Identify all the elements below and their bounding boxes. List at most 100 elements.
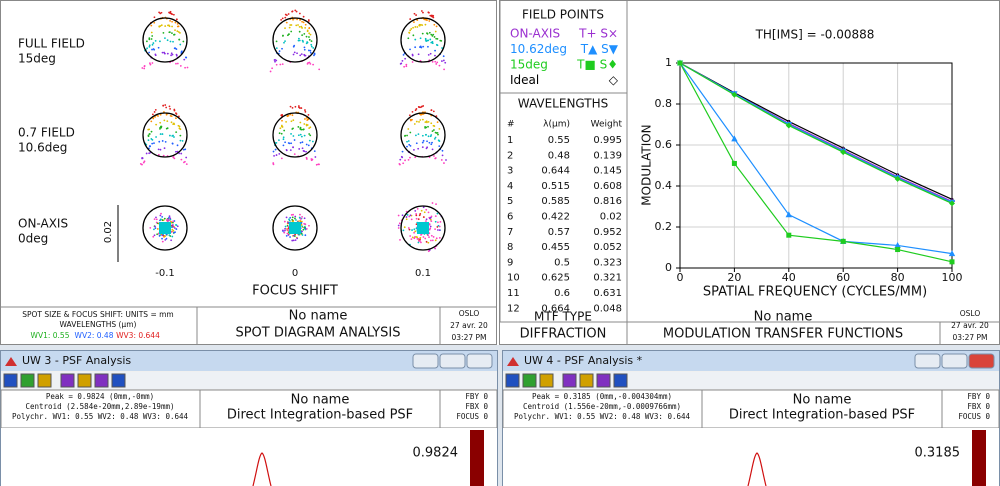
- spot-dot: [164, 104, 167, 106]
- spot-dot: [425, 240, 428, 243]
- spot-dot: [431, 15, 434, 18]
- spot-dot: [159, 121, 162, 124]
- toolbar-button[interactable]: [77, 373, 92, 388]
- spot-dot: [397, 224, 400, 227]
- spot-dot: [159, 133, 162, 135]
- toolbar-button[interactable]: [505, 373, 520, 388]
- spot-dot: [279, 63, 282, 66]
- spot-dot: [168, 105, 171, 108]
- toolbar-button[interactable]: [94, 373, 109, 388]
- spot-dot: [169, 40, 172, 43]
- spot-dot: [168, 219, 171, 221]
- spot-dot: [414, 156, 417, 159]
- spot-dot: [164, 37, 166, 39]
- toolbar-button[interactable]: [60, 373, 75, 388]
- spot-dot: [308, 38, 311, 41]
- spot-dot: [424, 126, 427, 128]
- toolbar-button[interactable]: [20, 373, 35, 388]
- spot-dot: [297, 134, 300, 137]
- spot-dot: [440, 40, 443, 42]
- spot-dot: [279, 127, 282, 130]
- spot-dot: [151, 142, 154, 145]
- spot-dot: [428, 31, 431, 34]
- toolbar-button[interactable]: [3, 373, 18, 388]
- spot-dot: [183, 161, 185, 164]
- window-button[interactable]: [968, 353, 995, 369]
- spot-dot: [175, 112, 177, 114]
- spot-dot: [294, 215, 297, 218]
- spot-dot: [158, 140, 161, 143]
- airy-circle: [400, 17, 446, 63]
- field-angle: 10.6deg: [18, 141, 67, 155]
- spot-dot: [289, 24, 292, 26]
- spot-dot: [421, 118, 424, 121]
- spot-dot: [158, 235, 161, 237]
- spot-dot: [408, 32, 411, 34]
- focus-label: -0.1: [155, 268, 175, 279]
- window-button[interactable]: [439, 353, 466, 369]
- spot-dot: [435, 203, 437, 206]
- spot-dot: [171, 135, 174, 137]
- toolbar-button[interactable]: [562, 373, 577, 388]
- spot-dot: [300, 224, 303, 226]
- psf-polychromatic: Polychr. WV1: 0.55 WV2: 0.48 WV3: 0.644: [514, 412, 691, 421]
- spot-dot: [160, 212, 162, 215]
- psf-title: Direct Integration-based PSF: [729, 408, 915, 423]
- toolbar-button[interactable]: [37, 373, 52, 388]
- spot-dot: [274, 148, 277, 151]
- spot-diagram: [269, 9, 321, 73]
- x-tick-label: 80: [891, 271, 905, 284]
- toolbar-button[interactable]: [111, 373, 126, 388]
- spot-dot: [168, 25, 171, 28]
- spot-dot: [177, 25, 180, 28]
- spot-dot: [434, 54, 436, 57]
- window-button[interactable]: [466, 353, 493, 369]
- legend-label: ON-AXIS: [510, 27, 560, 41]
- spot-dot: [290, 24, 293, 26]
- spot-dot: [171, 235, 174, 238]
- spot-dot: [174, 29, 176, 32]
- window-button[interactable]: [914, 353, 941, 369]
- x-tick-label: 60: [836, 271, 850, 284]
- spot-dot: [169, 134, 171, 137]
- spot-dot: [430, 220, 433, 223]
- psf-peak: Peak = 0.3185 (0mm,-0.004304mm): [532, 392, 672, 401]
- spot-dot: [149, 62, 151, 65]
- window-button[interactable]: [412, 353, 439, 369]
- table-cell: 0.55: [548, 135, 570, 146]
- table-cell: 9: [507, 257, 513, 268]
- spot-dot: [142, 161, 145, 164]
- spot-dot: [168, 234, 171, 237]
- psf-peak: Peak = 0.9824 (0mm,-0mm): [46, 392, 154, 401]
- spot-dot: [155, 221, 158, 224]
- toolbar-button[interactable]: [579, 373, 594, 388]
- toolbar-button[interactable]: [613, 373, 628, 388]
- spot-dot: [418, 121, 420, 123]
- spot-dot: [415, 120, 418, 123]
- toolbar-button[interactable]: [522, 373, 537, 388]
- focus-label: 0: [292, 268, 298, 279]
- spot-dot: [169, 217, 172, 220]
- spot-dot: [172, 122, 175, 125]
- spot-dot: [419, 236, 422, 239]
- spot-dot: [152, 117, 155, 120]
- spot-dot: [405, 218, 408, 221]
- spot-dot: [175, 18, 178, 21]
- table-cell: 0.048: [593, 303, 622, 314]
- spot-dot: [278, 132, 281, 135]
- spot-dot: [438, 236, 441, 239]
- spot-dot: [422, 236, 425, 238]
- spot-dot: [281, 63, 284, 65]
- spot-dot: [312, 63, 315, 66]
- spot-dot: [413, 231, 416, 234]
- spot-dot: [171, 228, 174, 231]
- spot-dot: [184, 56, 187, 59]
- window-button[interactable]: [941, 353, 968, 369]
- spot-dot: [305, 42, 308, 45]
- spot-dot: [299, 141, 302, 144]
- spot-dot: [302, 21, 305, 24]
- toolbar-button[interactable]: [539, 373, 554, 388]
- y-tick-label: 1: [665, 56, 672, 69]
- spot-dot: [307, 49, 310, 52]
- toolbar-button[interactable]: [596, 373, 611, 388]
